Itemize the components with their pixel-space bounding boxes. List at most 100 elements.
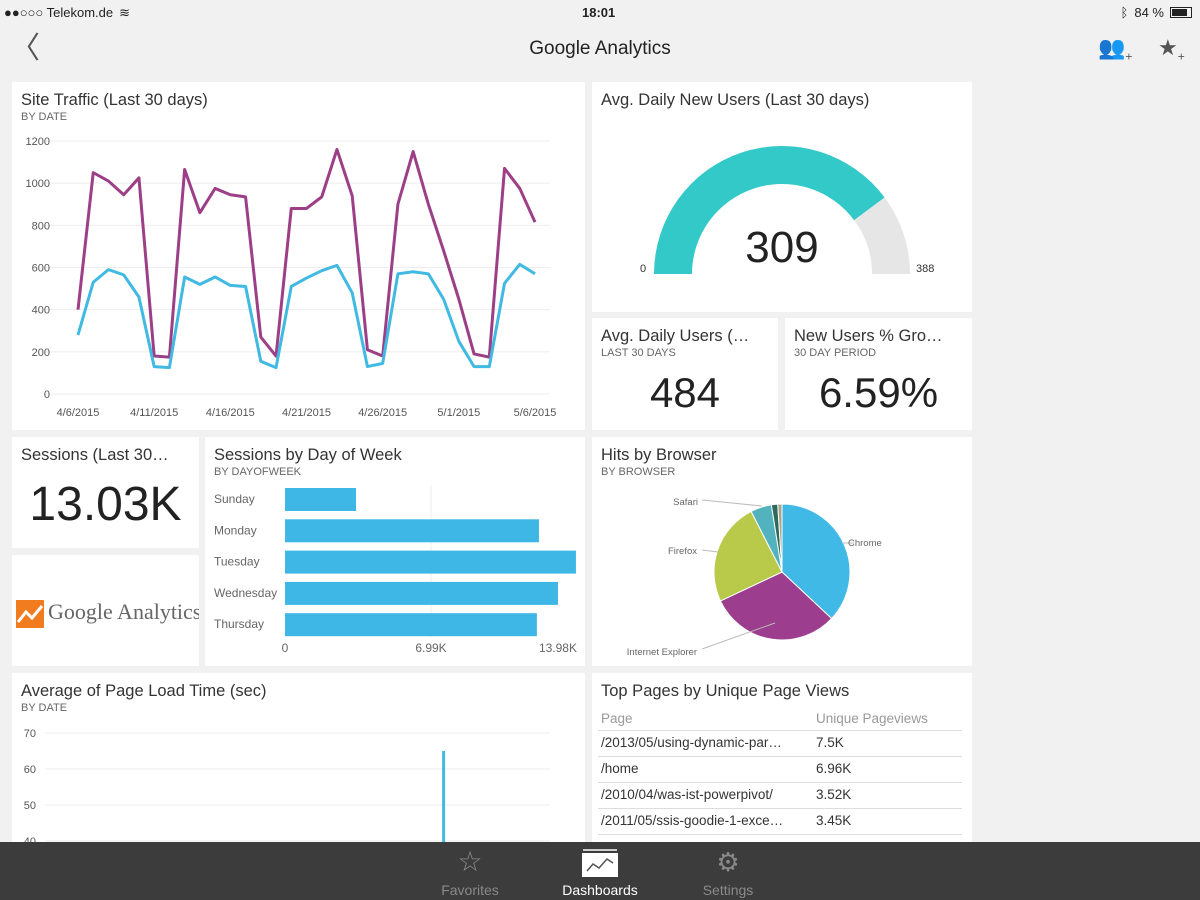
pie-slice [719,571,833,641]
slice-label: Firefox [668,546,697,557]
dashboard-icon-wrap [540,845,660,879]
x-tick-label: 4/26/2015 [358,407,407,419]
tile-subtitle: BY DAYOFWEEK [214,466,302,478]
sessions-bar-chart: Sunday Monday Tuesday Wednesday Thursday 0 6.9… [214,485,577,655]
tile-title: New Users % Gro… [794,327,943,345]
gauge-max: 388 [916,263,935,275]
sessions-tile[interactable]: Sessions (Last 30… 13.03K [12,437,199,548]
page-cell: /2013/05/using-dynamic-par… [601,735,782,750]
kpi-value: 484 [649,369,721,416]
column-header: Unique Pageviews [816,711,928,727]
wifi-icon: ≋ [119,5,131,20]
tile-title: Top Pages by Unique Page Views [601,682,850,700]
bar-monday [285,519,539,543]
y-tick-label: 600 [32,263,50,275]
category-label: Thursday [214,617,264,631]
bar-thursday [285,613,537,637]
google-analytics-logo-tile[interactable]: Google Analytics [12,555,199,666]
page-cell: /home [601,761,639,776]
star-add-icon[interactable]: ★+ [1158,35,1185,64]
tab-dashboards[interactable]: Dashboards [540,842,660,900]
category-label: Tuesday [214,555,260,569]
slice-label: Safari [673,497,698,508]
x-tick-label: 6.99K [415,641,446,655]
y-tick-label: 50 [24,800,36,812]
kpi-value: 6.59% [818,369,939,416]
page-load-tile[interactable]: Average of Page Load Time (sec) BY DATE … [12,673,585,873]
site-traffic-chart: 0 200 400 600 800 1000 1200 4/6/2015 4/11/2015 4/… [26,136,557,419]
battery-level: 84 % [1134,5,1164,20]
top-pages-table: Page Unique Pageviews /2013/05/using-dyna… [598,709,962,835]
site-traffic-tile[interactable]: Site Traffic (Last 30 days) BY DATE 0 200… [12,82,585,430]
x-tick-label: 13.98K [539,641,577,655]
sessions-by-day-tile[interactable]: Sessions by Day of Week BY DAYOFWEEK Sun… [205,437,585,666]
tile-subtitle: BY DATE [21,111,68,123]
add-user-icon[interactable]: 👥+ [1098,35,1133,64]
gauge-min: 0 [640,263,647,275]
x-tick-label: 5/1/2015 [437,407,480,419]
y-tick-label: 70 [24,728,36,740]
bar-wednesday [285,581,558,605]
clock: 18:01 [582,5,616,20]
analytics-logo-icon [16,600,44,628]
new-users-gauge-tile[interactable]: Avg. Daily New Users (Last 30 days) 309 … [592,82,972,312]
status-left: ●●○○○ Telekom.de ≋ [4,5,130,20]
x-tick-label: 5/6/2015 [514,407,557,419]
tab-favorites[interactable]: ☆ Favorites [410,842,530,900]
page-cell: /2011/05/ssis-goodie-1-exce… [601,813,784,828]
views-cell: 3.45K [816,813,852,828]
gauge-fill [654,146,885,274]
status-bar: ●●○○○ Telekom.de ≋ 18:01 ᛒ 84 % [0,0,1200,24]
gear-icon: ⚙ [716,847,740,877]
table-row[interactable]: /2013/05/using-dynamic-par… 7.5K [598,730,962,756]
leader-line [701,549,719,553]
battery-icon [1170,7,1192,18]
column-header: Page [601,711,633,727]
category-label: Monday [214,523,257,537]
page-title: Google Analytics [529,38,671,59]
tile-title: Average of Page Load Time (sec) [21,682,267,700]
hits-by-browser-tile[interactable]: Hits by Browser BY BROWSER Chrome Interne… [592,437,972,666]
tile-subtitle: BY BROWSER [601,466,676,478]
avg-daily-users-tile[interactable]: Avg. Daily Users (… LAST 30 DAYS 484 [592,318,778,430]
bar-tuesday [285,550,576,574]
back-button[interactable]: 〈 [10,32,40,65]
tile-title: Avg. Daily Users (… [601,327,750,345]
status-right: ᛒ 84 % [1121,5,1192,20]
tab-settings[interactable]: ⚙ Settings [668,842,788,900]
slice-label: Internet Explorer [627,647,697,658]
bluetooth-icon: ᛒ [1120,5,1129,20]
x-tick-label: 4/21/2015 [282,407,331,419]
star-icon: ☆ [457,846,483,877]
gauge-value: 309 [745,223,819,272]
views-cell: 7.5K [816,735,844,750]
tile-title: Avg. Daily New Users (Last 30 days) [601,91,870,109]
category-label: Sunday [214,492,255,506]
new-users-growth-tile[interactable]: New Users % Gro… 30 DAY PERIOD 6.59% [785,318,972,430]
tab-label: Dashboards [562,882,638,898]
category-label: Wednesday [214,586,277,600]
y-tick-label: 200 [32,347,50,359]
slice-label: Chrome [848,538,882,549]
tile-title: Hits by Browser [601,446,717,464]
y-tick-label: 1200 [26,136,50,148]
views-cell: 3.52K [816,787,852,802]
leader-line [701,499,763,507]
table-row[interactable]: /2010/04/was-ist-powerpivot/3.52K [598,782,962,808]
x-tick-label: 4/6/2015 [57,407,100,419]
tab-label: Favorites [441,882,499,898]
status-center: 18:01 [582,5,615,20]
table-row[interactable]: /home 6.96K [598,756,962,782]
tile-title: Sessions by Day of Week [214,446,402,464]
y-tick-label: 1000 [26,178,50,190]
kpi-value: 13.03K [29,478,182,531]
bar-sunday [285,488,357,511]
pie-slice [713,510,783,602]
logo-text: Google Analytics [48,599,199,624]
table-row[interactable]: /2011/05/ssis-goodie-1-exce… 3.45K [598,808,962,834]
nav-bar: 〈 Google Analytics 👥+ ★+ [0,24,1200,76]
tab-label: Settings [702,882,754,898]
leader-line [701,622,776,650]
series-line [76,147,537,359]
top-pages-tile[interactable]: Top Pages by Unique Page Views Page Uniqu… [592,673,972,873]
